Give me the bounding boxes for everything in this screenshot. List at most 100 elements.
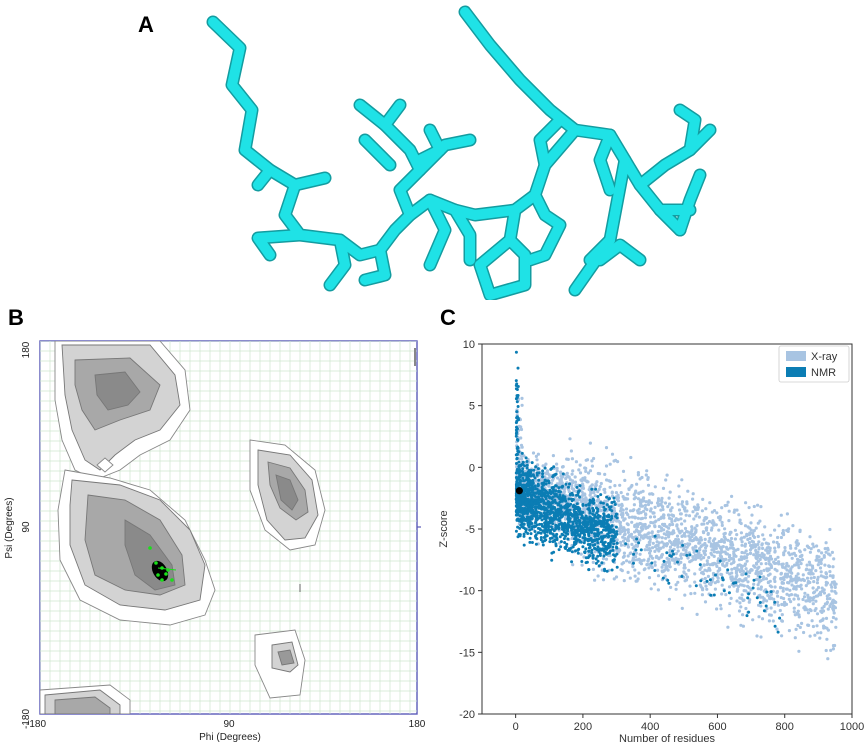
xray-point xyxy=(580,484,584,488)
xray-point xyxy=(682,563,687,567)
xray-point xyxy=(637,491,641,495)
nmr-point xyxy=(592,527,596,531)
xray-point xyxy=(575,517,579,522)
nmr-point xyxy=(599,524,603,528)
xray-point xyxy=(712,554,716,559)
xray-point xyxy=(772,540,776,544)
xray-point xyxy=(596,524,600,528)
xray-point xyxy=(571,563,575,567)
nmr-point xyxy=(523,492,527,496)
xray-point xyxy=(746,525,750,529)
xray-point xyxy=(732,554,736,558)
xray-point xyxy=(778,608,782,613)
xray-point xyxy=(794,574,798,578)
nmr-point xyxy=(671,552,675,556)
nmr-point xyxy=(515,498,519,502)
xray-point xyxy=(648,535,652,539)
xray-point xyxy=(663,574,667,578)
xray-point xyxy=(523,499,527,503)
xray-point xyxy=(622,526,626,530)
xray-point xyxy=(792,606,796,610)
nmr-point xyxy=(522,496,526,500)
xray-point xyxy=(784,602,789,607)
xray-point xyxy=(664,536,668,540)
nmr-point xyxy=(515,497,519,500)
xray-point xyxy=(798,559,802,563)
xray-point xyxy=(516,478,520,482)
xray-point xyxy=(533,489,537,493)
xray-point xyxy=(765,549,769,553)
xray-point xyxy=(738,518,742,522)
xray-point xyxy=(520,460,524,464)
xray-point xyxy=(579,552,583,556)
xray-point xyxy=(616,460,620,464)
rama-point-cluster xyxy=(151,560,169,582)
nmr-point xyxy=(518,534,522,538)
xray-point xyxy=(808,563,812,567)
xray-point xyxy=(817,555,821,559)
xray-point xyxy=(590,526,594,530)
xray-point xyxy=(515,461,519,465)
nmr-point xyxy=(520,501,524,505)
xray-point xyxy=(759,595,763,599)
nmr-point xyxy=(539,515,542,519)
xray-point xyxy=(645,545,649,549)
nmr-point xyxy=(515,382,519,386)
xray-point xyxy=(751,531,755,535)
xray-point xyxy=(528,486,533,490)
nmr-point xyxy=(530,505,534,509)
nmr-point xyxy=(581,503,585,507)
nmr-point xyxy=(537,510,540,514)
xray-point xyxy=(626,554,630,558)
nmr-point xyxy=(551,540,555,544)
xray-point xyxy=(542,502,546,506)
xray-point xyxy=(542,490,547,494)
nmr-point xyxy=(570,499,574,503)
xray-point xyxy=(820,589,825,593)
nmr-point xyxy=(518,492,522,496)
xray-point xyxy=(526,483,531,487)
xray-point xyxy=(554,511,558,515)
nmr-point xyxy=(565,512,568,516)
xray-point xyxy=(801,573,805,577)
xray-point xyxy=(523,502,527,506)
xray-point xyxy=(816,631,820,635)
nmr-point xyxy=(517,506,521,510)
nmr-point xyxy=(516,498,520,502)
xray-point xyxy=(583,500,588,504)
nmr-point xyxy=(527,519,531,523)
nmr-point xyxy=(579,524,582,528)
stick-bond xyxy=(425,195,450,270)
xray-point xyxy=(546,514,550,518)
xray-point xyxy=(677,562,681,566)
xray-point xyxy=(597,530,601,534)
nmr-point xyxy=(544,502,548,506)
xray-point xyxy=(518,501,522,505)
nmr-point xyxy=(563,505,567,508)
nmr-point xyxy=(569,511,572,515)
nmr-point xyxy=(593,527,597,531)
xray-point xyxy=(742,570,746,574)
xray-point xyxy=(729,562,733,566)
nmr-point xyxy=(556,524,560,528)
nmr-point xyxy=(516,438,520,442)
nmr-point xyxy=(561,484,565,488)
xray-point xyxy=(680,500,685,504)
nmr-point xyxy=(554,501,558,505)
xray-point xyxy=(651,521,655,525)
nmr-point xyxy=(521,500,525,504)
nmr-point xyxy=(609,518,612,522)
xray-point xyxy=(648,562,652,567)
xray-point xyxy=(520,396,524,400)
nmr-point xyxy=(551,505,555,509)
nmr-point xyxy=(587,534,591,538)
xray-point xyxy=(825,626,829,630)
xray-point xyxy=(690,528,694,532)
xray-point xyxy=(515,468,519,472)
xray-point xyxy=(568,512,572,516)
nmr-point xyxy=(600,539,604,543)
xray-point xyxy=(541,471,545,475)
xray-point xyxy=(824,550,828,554)
xray-point xyxy=(519,497,523,501)
xray-point xyxy=(643,522,647,527)
